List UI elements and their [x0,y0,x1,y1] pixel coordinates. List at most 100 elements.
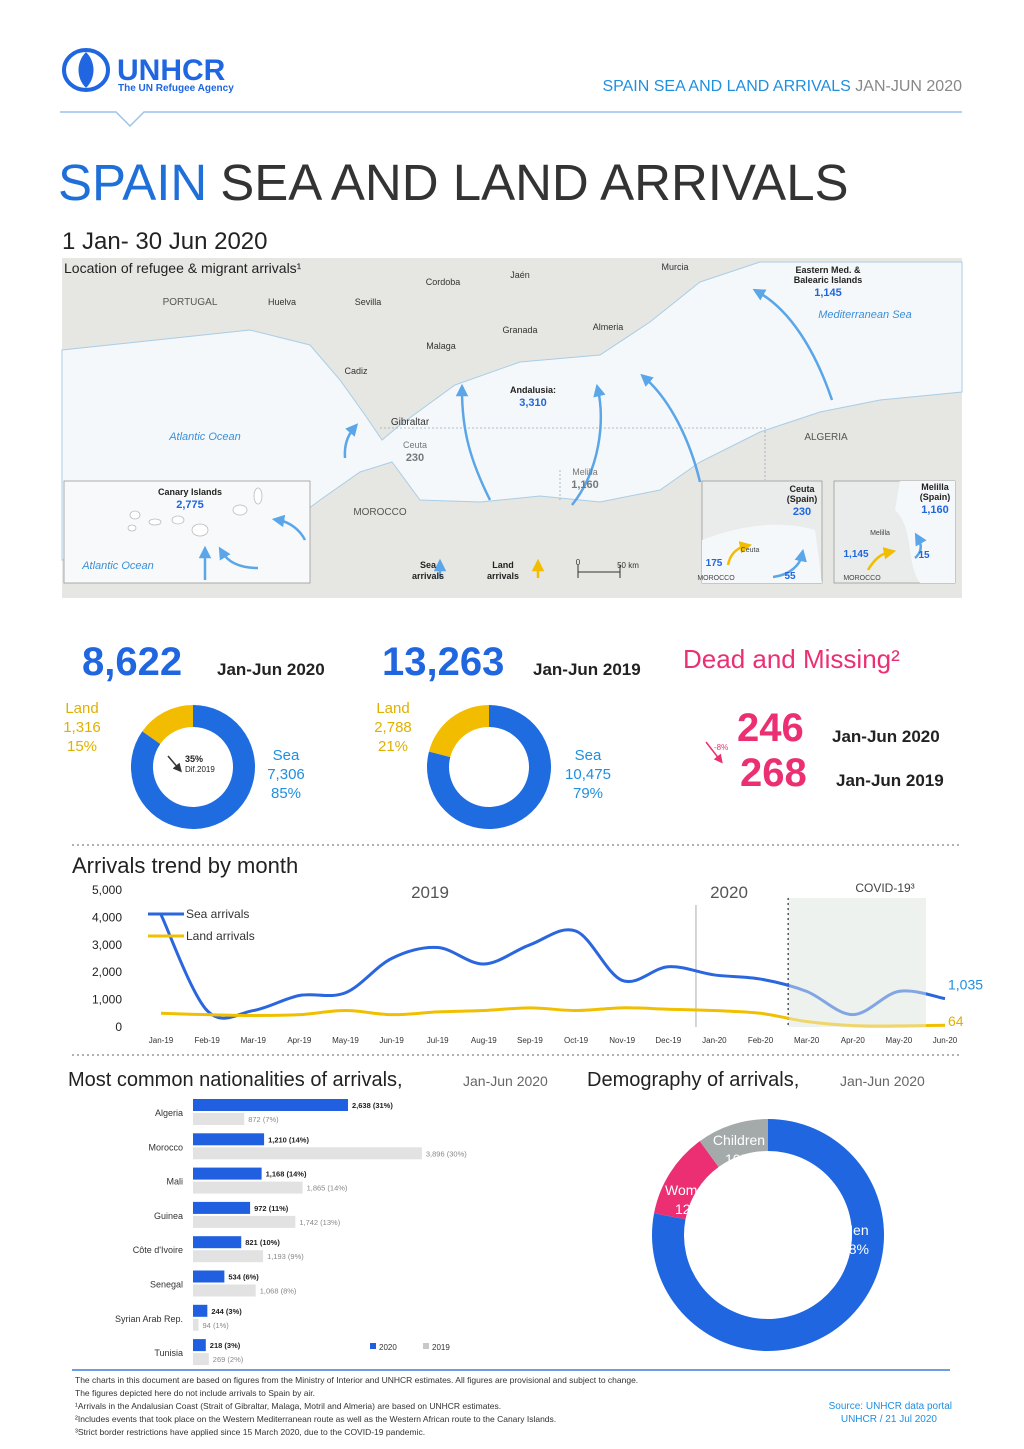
chart-title: Demography of arrivals, [587,1069,799,1091]
bar [193,1304,208,1317]
bar-label: 1,193 (9%) [267,1252,304,1261]
dead-diff: -8% [714,743,728,752]
map-place: Sevilla [355,297,382,307]
sea-arrows [198,288,927,580]
source: Source: UNHCR data portal [829,1401,952,1412]
bar-label: 2,638 (31%) [352,1101,393,1110]
y-tick-label: 0 [115,1020,122,1034]
x-tick-label: May-19 [332,1036,359,1045]
map-place: Atlantic Ocean [81,560,154,572]
map-legend: arrivals [412,571,444,581]
map-place: Atlantic Ocean [168,431,241,443]
arrival-name: Canary Islands [158,487,222,497]
diff-note: Dif.2019 [185,765,215,774]
donut-label: Land [65,700,98,717]
footnote: The charts in this document are based on… [75,1375,638,1385]
category-label: Tunisia [154,1348,183,1358]
x-tick-label: Feb-19 [194,1036,220,1045]
chart-title: Arrivals trend by month [72,853,298,878]
donut-label: Sea [273,747,300,764]
footnote: The figures depicted here do not include… [75,1388,315,1398]
bar-label: 269 (2%) [213,1355,244,1364]
canary-inset [63,480,311,584]
donut-slice [699,1119,768,1168]
donut-label: 1,316 [63,719,101,736]
bar [193,1099,348,1111]
donut-label: 12% [675,1201,703,1217]
donut-label: 10,475 [565,766,611,783]
donut-label: 10% [725,1151,753,1167]
map-place: PORTUGAL [163,297,218,308]
header-rule [60,111,962,128]
y-tick-label: 3,000 [92,938,122,952]
dead-period: Jan-Jun 2020 [832,727,940,746]
bar-label: 1,210 (14%) [268,1135,309,1144]
donut-label: Men [841,1222,868,1238]
diff-arrow [167,755,182,773]
x-tick-label: Jan-20 [702,1036,727,1045]
melilla-sea [895,481,955,583]
category-label: Côte d'Ivoire [133,1245,183,1255]
legend-label: Sea arrivals [186,907,249,921]
donut-label: 7,306 [267,766,305,783]
inset-place: Ceuta [741,547,760,554]
map-place: Huelva [268,297,296,307]
category-label: Senegal [150,1280,183,1290]
bar-label: 1,068 (8%) [260,1287,297,1296]
category-label: Morocco [148,1142,183,1152]
x-tick-label: May-20 [886,1036,913,1045]
inset-name: Ceuta [789,484,815,494]
category-label: Guinea [154,1211,183,1221]
chart-subtitle: Jan-Jun 2020 [463,1073,548,1089]
footnote: ²Includes events that took place on the … [75,1414,556,1424]
donut-slice [131,705,255,830]
bar [193,1339,206,1352]
footnote: ¹Arrivals in the Andalusian Coast (Strai… [75,1401,501,1411]
x-tick-label: Jan-19 [149,1036,174,1045]
donut-label: 15% [67,738,97,755]
arrival-name: Ceuta [403,440,427,450]
legend-label: 2020 [379,1343,397,1352]
dead-value: 268 [740,751,807,795]
date: UNHCR / 21 Jul 2020 [841,1414,938,1425]
x-tick-label: Sep-19 [517,1036,543,1045]
x-tick-label: Jun-20 [933,1036,958,1045]
y-tick-label: 5,000 [92,883,122,897]
end-label: 1,035 [948,977,983,993]
donut-label: Women [665,1182,713,1198]
total-period: Jan-Jun 2019 [533,660,641,679]
donut-slice [427,705,551,829]
donut-slice [654,1141,719,1220]
map-place: Malaga [426,341,456,351]
map-place: Cordoba [426,277,461,287]
arrival-name: Balearic Islands [794,275,863,285]
bar [193,1167,262,1180]
bar [193,1353,209,1366]
annotation: 2020 [710,883,748,902]
inset-land: 175 [706,558,723,569]
x-tick-label: Mar-20 [794,1036,820,1045]
map-place: Almeria [593,322,624,332]
arrival-value: 3,310 [519,397,547,409]
map-place: Jaén [510,270,530,280]
line-series [160,1006,946,1028]
map-place: Gibraltar [391,417,430,428]
covid-shade [788,898,926,1027]
inset-sea: 55 [784,571,796,582]
map-place: ALGERIA [804,432,848,443]
donut-label: 2,788 [374,719,412,736]
inset-name: (Spain) [787,494,818,504]
org-name: UNHCR [117,54,226,87]
x-tick-label: Apr-20 [841,1036,866,1045]
donut-label: Children [713,1132,765,1148]
map-legend: Sea [420,560,437,570]
bar-label: 218 (3%) [210,1341,241,1350]
inset-land: 1,145 [843,549,868,560]
diff: 35% [185,754,203,764]
bar-label: 821 (10%) [245,1238,280,1247]
legend-label: 2019 [432,1343,450,1352]
bar [193,1147,422,1160]
annotation: 2019 [411,883,449,902]
chart-subtitle: Jan-Jun 2020 [840,1073,925,1089]
